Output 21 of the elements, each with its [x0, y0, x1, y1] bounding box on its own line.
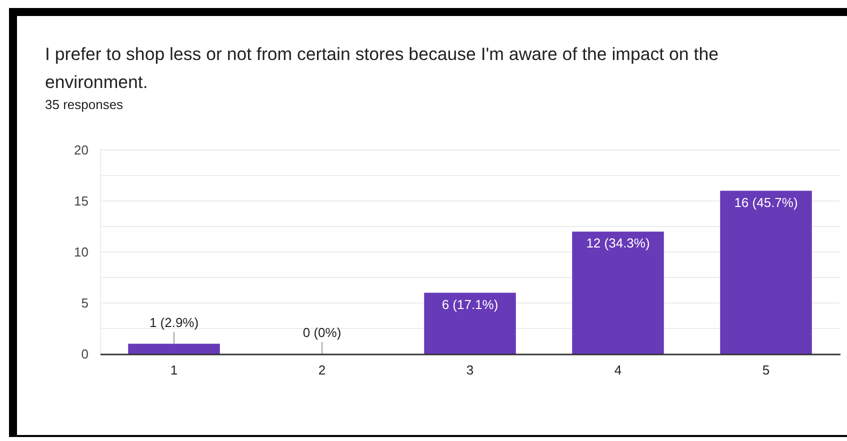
bar — [424, 292, 516, 354]
chart-title: I prefer to shop less or not from certain stores because I'm aware of the impact on the environment. — [45, 43, 720, 94]
data-label: 16 (45.7%) — [734, 194, 798, 210]
y-tick-label: 15 — [74, 194, 88, 208]
x-tick-label: 4 — [614, 362, 622, 378]
y-tick-label: 20 — [74, 142, 88, 158]
x-tick-label: 2 — [318, 362, 326, 378]
x-tick-label: 5 — [762, 362, 770, 378]
y-tick-label: 0 — [81, 346, 88, 362]
data-label: 12 (34.3%) — [586, 236, 650, 251]
bar — [572, 232, 664, 354]
bar — [720, 190, 812, 354]
chart-subtitle: 35 responses — [45, 97, 124, 113]
bar — [128, 344, 220, 354]
x-tick-label: 3 — [466, 362, 474, 378]
y-tick-label: 10 — [74, 244, 88, 260]
data-label: 0 (0%) — [302, 325, 342, 340]
data-label: 1 (2.9%) — [149, 314, 199, 330]
data-label: 6 (17.1%) — [442, 296, 498, 312]
y-tick-label: 5 — [81, 296, 88, 310]
x-tick-label: 1 — [170, 362, 178, 378]
